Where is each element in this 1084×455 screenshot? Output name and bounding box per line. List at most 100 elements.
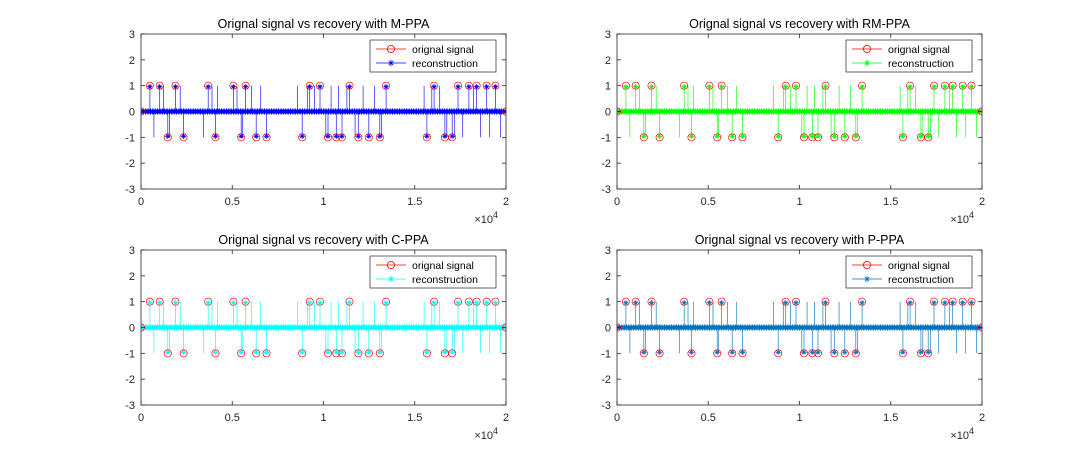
x-tick-label: 0 <box>614 412 620 424</box>
legend-label-reconstruction: reconstruction <box>412 274 478 286</box>
x-tick-label: 0.5 <box>701 412 716 424</box>
x-exponent-power: 4 <box>493 426 498 436</box>
legend-marker-reconstruction <box>863 275 871 283</box>
y-tick-label: 0 <box>129 323 135 335</box>
legend: orignal signal reconstruction <box>369 39 497 73</box>
chart-title: Orignal signal vs recovery with P-PPA <box>695 233 905 247</box>
y-tick-label: 2 <box>129 271 135 283</box>
y-tick-label: -2 <box>125 374 135 386</box>
legend: orignal signal reconstruction <box>845 39 973 73</box>
y-tick-label: -1 <box>125 132 135 144</box>
y-tick-label: -1 <box>601 132 611 144</box>
plot-series <box>617 297 982 358</box>
reconstruction-markers <box>147 300 499 355</box>
reconstruction-stems <box>149 85 501 138</box>
reconstruction-stems <box>625 85 977 138</box>
legend-marker-reconstruction <box>387 275 395 283</box>
x-exponent-base: ×10 <box>474 214 493 226</box>
reconstruction-markers <box>623 84 975 139</box>
x-tick-label: 0.5 <box>225 196 240 208</box>
y-tick-label: 1 <box>129 297 135 309</box>
legend-marker-reconstruction <box>863 59 871 67</box>
legend-marker-original <box>386 260 395 269</box>
y-tick-label: -3 <box>125 400 135 412</box>
y-tick-label: 1 <box>605 297 611 309</box>
chart-title: Orignal signal vs recovery with C-PPA <box>218 233 429 247</box>
legend-marker-original <box>863 260 872 269</box>
x-exponent-label: ×104 <box>474 426 498 442</box>
y-tick-label: 3 <box>129 29 135 41</box>
y-tick-label: 2 <box>129 55 135 67</box>
x-tick-label: 0.5 <box>225 412 240 424</box>
chart-title: Orignal signal vs recovery with M-PPA <box>218 17 430 31</box>
x-tick-label: 1 <box>796 196 802 208</box>
x-exponent-base: ×10 <box>474 430 493 442</box>
x-exponent-label: ×104 <box>950 426 974 442</box>
legend-label-reconstruction: reconstruction <box>888 274 954 286</box>
reconstruction-markers <box>147 84 499 139</box>
legend-marker-original <box>863 45 872 54</box>
y-tick-label: -2 <box>601 158 611 170</box>
legend-marker-reconstruction <box>387 59 395 67</box>
plot-series <box>141 81 506 142</box>
x-tick-label: 1.5 <box>407 196 422 208</box>
x-tick-label: 1 <box>320 412 326 424</box>
y-tick-label: 3 <box>605 29 611 41</box>
reconstruction-markers <box>623 300 975 355</box>
legend-label-original: orignal signal <box>412 44 474 56</box>
x-tick-label: 2 <box>979 196 985 208</box>
legend: orignal signal reconstruction <box>369 255 497 289</box>
y-tick-label: 3 <box>605 245 611 257</box>
x-tick-label: 2 <box>503 412 509 424</box>
y-tick-label: 0 <box>605 107 611 119</box>
x-exponent-power: 4 <box>969 210 974 220</box>
reconstruction-stems <box>149 301 501 354</box>
x-tick-label: 1.5 <box>407 412 422 424</box>
x-exponent-base: ×10 <box>950 214 969 226</box>
y-tick-label: -3 <box>601 400 611 412</box>
y-tick-label: 1 <box>129 81 135 93</box>
y-tick-label: 3 <box>129 245 135 257</box>
y-tick-label: 0 <box>605 323 611 335</box>
x-tick-label: 1.5 <box>883 196 898 208</box>
legend-marker-original <box>386 45 395 54</box>
y-tick-label: -1 <box>125 348 135 360</box>
y-tick-label: 2 <box>605 55 611 67</box>
plot-series <box>617 81 982 142</box>
legend-label-reconstruction: reconstruction <box>888 58 954 70</box>
y-tick-label: -2 <box>601 374 611 386</box>
x-exponent-power: 4 <box>493 210 498 220</box>
x-exponent-power: 4 <box>969 426 974 436</box>
y-tick-label: -3 <box>601 184 611 196</box>
x-tick-label: 0.5 <box>701 196 716 208</box>
legend-label-original: orignal signal <box>888 260 950 272</box>
x-exponent-label: ×104 <box>474 210 498 226</box>
x-tick-label: 1 <box>796 412 802 424</box>
x-tick-label: 2 <box>503 196 509 208</box>
x-tick-label: 1 <box>320 196 326 208</box>
x-exponent-base: ×10 <box>950 430 969 442</box>
x-tick-label: 1.5 <box>883 412 898 424</box>
x-tick-label: 0 <box>614 196 620 208</box>
x-tick-label: 2 <box>979 412 985 424</box>
y-tick-label: -3 <box>125 184 135 196</box>
legend-label-original: orignal signal <box>888 44 950 56</box>
x-tick-label: 0 <box>138 196 144 208</box>
y-tick-label: 2 <box>605 271 611 283</box>
legend: orignal signal reconstruction <box>845 255 973 289</box>
x-exponent-label: ×104 <box>950 210 974 226</box>
y-tick-label: 1 <box>605 81 611 93</box>
x-tick-label: 0 <box>138 412 144 424</box>
y-tick-label: 0 <box>129 107 135 119</box>
y-tick-label: -2 <box>125 158 135 170</box>
legend-label-reconstruction: reconstruction <box>412 58 478 70</box>
legend-label-original: orignal signal <box>412 260 474 272</box>
y-tick-label: -1 <box>601 348 611 360</box>
reconstruction-stems <box>625 301 977 354</box>
chart-title: Orignal signal vs recovery with RM-PPA <box>689 17 910 31</box>
